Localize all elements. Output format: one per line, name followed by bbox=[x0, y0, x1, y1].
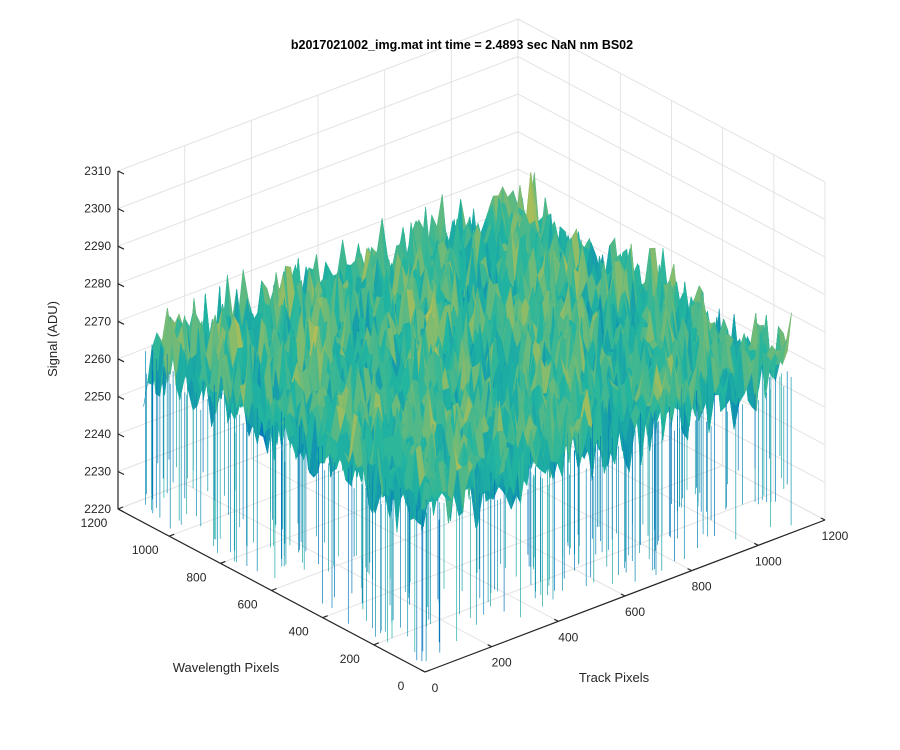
grid-line-y bbox=[373, 492, 774, 646]
surface-layer bbox=[143, 172, 792, 662]
